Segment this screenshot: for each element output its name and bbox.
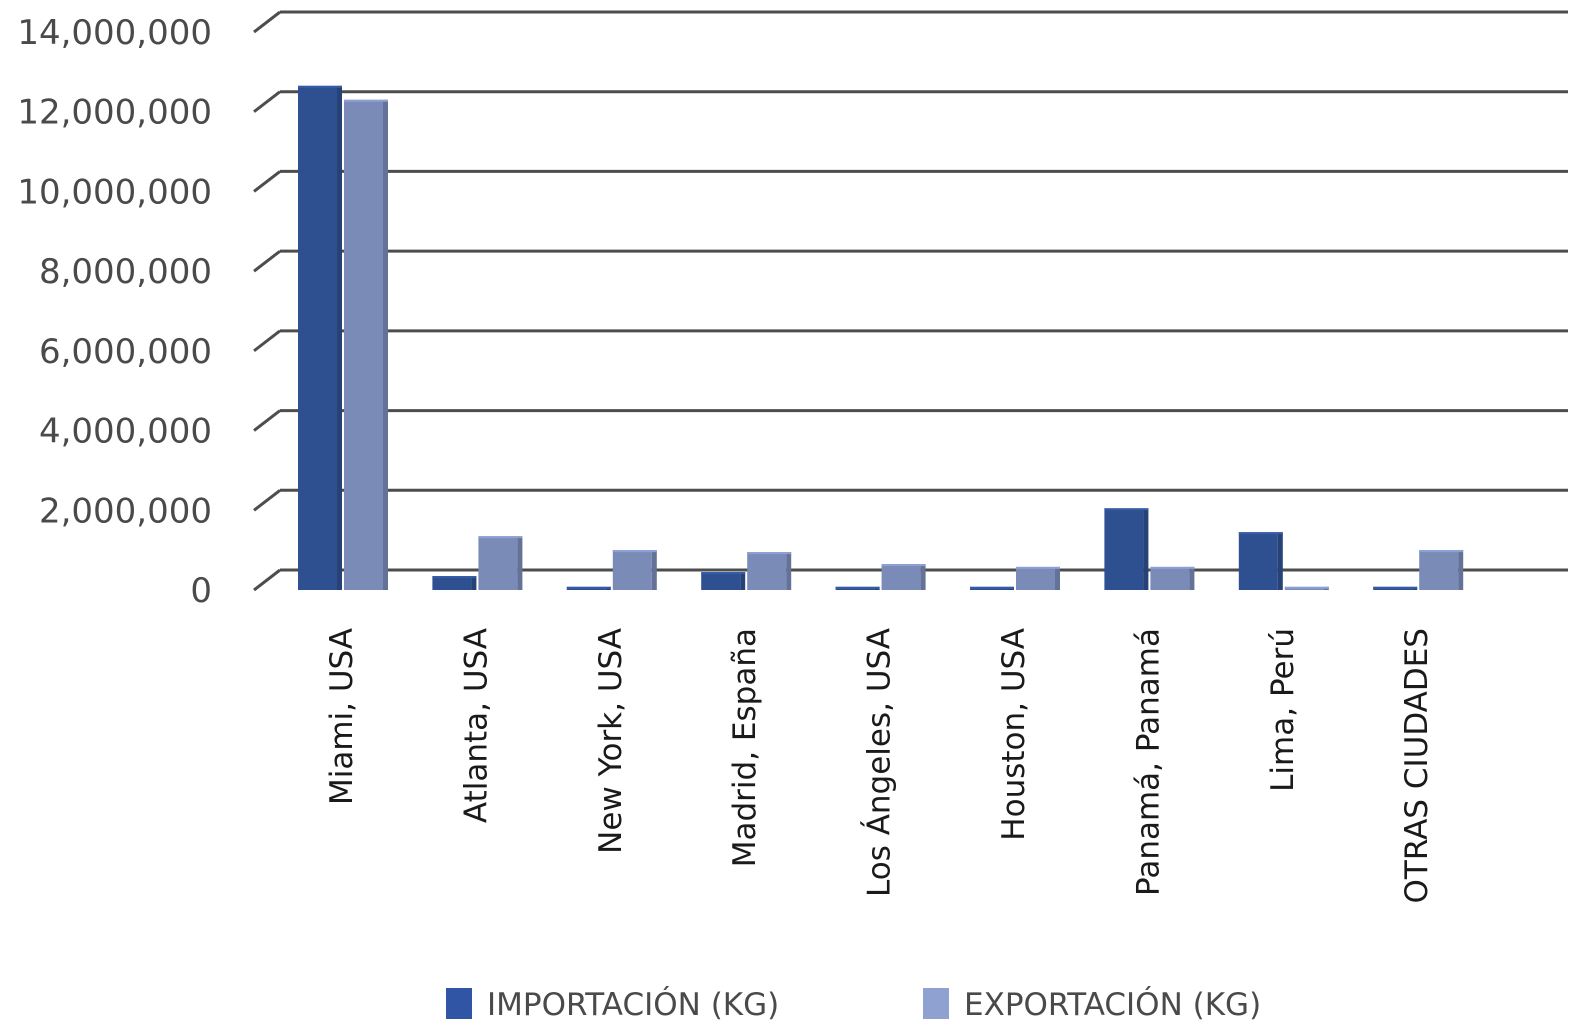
bar-front [1150, 566, 1190, 590]
legend: IMPORTACIÓN (KG) EXPORTACIÓN (KG) [446, 986, 1261, 1023]
bar-front [1016, 566, 1055, 590]
bar-side [1458, 550, 1464, 590]
legend-label: IMPORTACIÓN (KG) [487, 986, 779, 1023]
y-tick-label: 12,000,000 [17, 93, 212, 133]
bar-exportacion [1016, 566, 1060, 590]
bar-exportacion [881, 564, 926, 590]
bar-top [1104, 508, 1149, 511]
bar-exportacion [612, 550, 657, 590]
bar-importacion [566, 586, 611, 590]
x-tick-label: Madrid, España [727, 628, 763, 867]
bar-top [432, 576, 477, 579]
bar-side [1055, 566, 1060, 590]
bar-importacion [1104, 508, 1149, 590]
bar-front [612, 550, 652, 590]
bar-top [970, 586, 1014, 589]
y-tick-label: 8,000,000 [39, 252, 212, 292]
gridline-depth [253, 489, 281, 512]
gridline-depth [253, 329, 281, 353]
bar-top [1284, 586, 1329, 589]
gridline-depth [253, 568, 281, 592]
bar-side [1143, 508, 1149, 590]
gridline-depth [253, 249, 281, 273]
bars [298, 85, 1464, 591]
legend-swatch [446, 988, 472, 1019]
bar-importacion [1238, 532, 1283, 590]
bar-side [920, 564, 926, 590]
bar-importacion [432, 576, 477, 590]
bar-front [881, 564, 921, 590]
bar-importacion [835, 586, 880, 590]
bar-exportacion [1284, 586, 1329, 590]
bar-top [1238, 532, 1283, 535]
legend-item: IMPORTACIÓN (KG) [446, 986, 779, 1023]
bar-importacion [298, 85, 342, 591]
legend-swatch [923, 988, 949, 1019]
bar-side [1189, 566, 1195, 590]
bar-top [1373, 586, 1418, 589]
bar-side [786, 552, 792, 590]
x-tick-label: Houston, USA [996, 628, 1032, 841]
bar-importacion [970, 586, 1014, 590]
bar-top [835, 586, 880, 589]
y-axis-ticks: 0 2,000,000 4,000,000 6,000,000 8,000,000 10,… [17, 13, 212, 611]
bar-side [337, 85, 342, 591]
bar-front [344, 99, 383, 590]
gridline-depth [253, 409, 281, 432]
gridlines [253, 10, 1568, 592]
x-tick-label: Los Ángeles, USA [862, 628, 898, 897]
y-tick-label: 14,000,000 [17, 13, 212, 53]
legend-item: EXPORTACIÓN (KG) [923, 986, 1261, 1023]
x-tick-label: New York, USA [593, 628, 629, 854]
gridline-depth [253, 90, 281, 113]
x-tick-label: Atlanta, USA [458, 628, 494, 823]
bar-front [747, 552, 787, 590]
bar-importacion [701, 572, 746, 590]
y-tick-label: 0 [190, 571, 212, 611]
bar-side [740, 572, 746, 590]
x-axis-labels: Miami, USA Atlanta, USA New York, USA Madri… [324, 628, 1435, 904]
x-tick-label: Lima, Perú [1265, 628, 1301, 792]
x-tick-label: Miami, USA [324, 628, 360, 805]
bar-top [701, 572, 746, 575]
x-tick-label: OTRAS CIUDADES [1399, 628, 1435, 904]
bar-top [1419, 550, 1464, 553]
bar-front [701, 572, 741, 590]
bar-front [298, 85, 337, 591]
gridline-depth [253, 10, 281, 34]
bar-side [651, 550, 657, 590]
bar-exportacion [1419, 550, 1464, 590]
bar-importacion [1373, 586, 1418, 590]
bar-side [383, 99, 388, 590]
y-tick-label: 6,000,000 [39, 332, 212, 372]
bar-top [344, 99, 388, 102]
bar-top [1150, 566, 1195, 569]
bar-exportacion [344, 99, 388, 590]
bar-front [1238, 532, 1278, 590]
bar-front [478, 536, 518, 590]
bar-side [1277, 532, 1283, 590]
bar-top [881, 564, 926, 567]
bar-exportacion [478, 536, 523, 590]
legend-label: EXPORTACIÓN (KG) [964, 986, 1261, 1023]
bar-top [747, 552, 792, 555]
bar-front [1419, 550, 1459, 590]
x-tick-label: Panamá, Panamá [1130, 628, 1166, 896]
gridline-depth [253, 170, 281, 193]
bar-top [478, 536, 523, 539]
bar-exportacion [1150, 566, 1195, 590]
bar-top [566, 586, 611, 589]
y-tick-label: 4,000,000 [39, 412, 212, 452]
bar-exportacion [747, 552, 792, 590]
bar-top [298, 85, 342, 88]
bar-top [612, 550, 657, 553]
bar-side [471, 576, 477, 590]
y-tick-label: 2,000,000 [39, 491, 212, 531]
y-tick-label: 10,000,000 [17, 172, 212, 212]
bar-side [517, 536, 523, 590]
bar-front [1104, 508, 1144, 590]
bar-top [1016, 566, 1060, 569]
bar-front [432, 576, 472, 590]
